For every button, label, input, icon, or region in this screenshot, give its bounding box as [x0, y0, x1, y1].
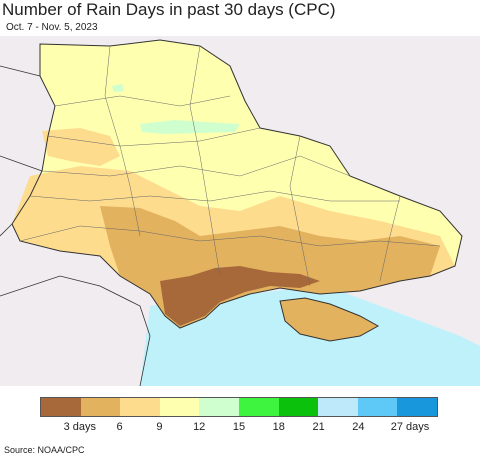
- source-credit: Source: NOAA/CPC: [4, 445, 85, 455]
- legend-swatch: [80, 398, 121, 416]
- rain-days-map: [0, 36, 480, 386]
- crimea: [280, 298, 378, 341]
- legend-swatch: [318, 398, 358, 416]
- legend-tick: 3 days: [63, 421, 97, 433]
- region-borders: [19, 45, 441, 287]
- zone-3-coast: [160, 266, 320, 326]
- legend-tick: 12: [193, 421, 206, 433]
- legend-swatch: [159, 398, 200, 416]
- legend-bar: [40, 397, 438, 417]
- zone-15-patch: [140, 120, 240, 134]
- zone-9-west: [42, 128, 120, 166]
- country-border: [11, 39, 463, 329]
- legend-swatch: [199, 398, 239, 416]
- legend-ticks: 3 days 6 9 12 15 18 21 24 27 days: [0, 421, 480, 435]
- legend-swatch: [41, 398, 81, 416]
- map-subtitle: Oct. 7 - Nov. 5, 2023: [6, 22, 98, 33]
- legend-swatch: [278, 398, 319, 416]
- crimea-border: [279, 297, 380, 342]
- map-title: Number of Rain Days in past 30 days (CPC…: [2, 0, 336, 19]
- zone-15-patch-2: [112, 84, 124, 92]
- legend-tick: 18: [272, 421, 285, 433]
- legend-swatch: [238, 398, 279, 416]
- legend-tick: 6: [116, 421, 123, 433]
- legend-swatch: [397, 398, 437, 416]
- legend-tick: 15: [232, 421, 246, 433]
- legend-swatch: [120, 398, 160, 416]
- legend-swatch: [357, 398, 398, 416]
- legend-tick: 24: [352, 421, 365, 433]
- neighbor-borders: [0, 65, 151, 386]
- black-sea-azov: [140, 288, 480, 386]
- legend-tick: 21: [312, 421, 325, 433]
- legend-tick: 27 days: [390, 421, 430, 433]
- legend-tick: 9: [156, 421, 163, 433]
